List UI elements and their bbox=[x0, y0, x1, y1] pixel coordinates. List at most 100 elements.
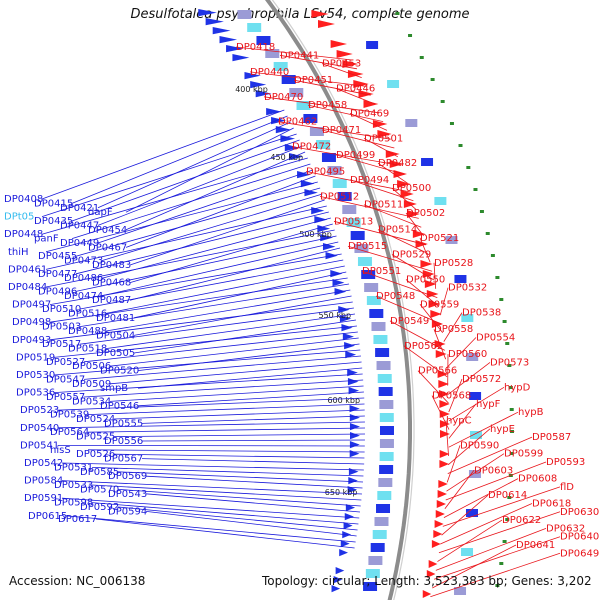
cog-feature-box bbox=[454, 587, 467, 595]
right-leader-line bbox=[433, 536, 561, 580]
right-gene-label: DP0440 bbox=[250, 67, 289, 78]
topology-text: Topology: circular; Length: 3,523,383 bp… bbox=[262, 574, 592, 588]
cog-feature-box bbox=[346, 218, 361, 227]
reverse-strand-gene bbox=[335, 567, 345, 575]
reverse-strand-gene bbox=[198, 9, 217, 17]
cog-feature-box bbox=[237, 10, 252, 19]
left-gene-label: DP0534 bbox=[72, 396, 111, 407]
left-gene-label: DP0455 bbox=[38, 251, 77, 262]
left-leader-line bbox=[53, 325, 357, 358]
left-leader-line bbox=[91, 502, 359, 525]
right-gene-label: DP0462 bbox=[278, 117, 317, 128]
cog-feature-box bbox=[465, 509, 478, 517]
forward-strand-gene bbox=[412, 230, 426, 238]
right-gene-label: DP0446 bbox=[336, 84, 375, 95]
left-gene-label: DP0447 bbox=[60, 220, 99, 231]
left-leader-line bbox=[145, 511, 357, 537]
forward-strand-gene bbox=[393, 170, 408, 178]
left-gene-label: DP0556 bbox=[104, 436, 143, 447]
left-leader-line bbox=[125, 127, 294, 213]
ring-tick bbox=[495, 276, 500, 279]
forward-strand-gene bbox=[440, 430, 450, 438]
left-leader-line bbox=[137, 343, 360, 371]
right-leader-line bbox=[389, 320, 445, 351]
cog-feature-box bbox=[365, 569, 380, 578]
right-gene-label: DP0500 bbox=[392, 183, 431, 194]
left-gene-label: DP0540 bbox=[20, 423, 59, 434]
cog-feature-box bbox=[321, 153, 336, 162]
reverse-strand-gene bbox=[284, 144, 300, 152]
right-gene-label: DP0599 bbox=[504, 449, 543, 460]
right-leader-line bbox=[319, 196, 419, 219]
left-gene-label: DP0435 bbox=[34, 216, 73, 227]
right-gene-label: DP0494 bbox=[350, 175, 389, 186]
forward-strand-gene bbox=[330, 40, 348, 48]
right-leader-line bbox=[263, 96, 380, 114]
left-gene-label: DP0570 bbox=[80, 484, 119, 495]
left-leader-line bbox=[97, 145, 303, 226]
left-leader-line bbox=[49, 253, 342, 305]
left-leader-line bbox=[109, 385, 364, 402]
cog-feature-box bbox=[296, 101, 311, 110]
right-gene-label: DP0550 bbox=[406, 274, 445, 285]
cog-feature-box bbox=[316, 140, 331, 149]
reverse-strand-gene bbox=[331, 585, 341, 593]
forward-strand-gene bbox=[436, 500, 446, 508]
left-leader-line bbox=[57, 397, 365, 411]
left-leader-line bbox=[83, 355, 361, 380]
right-gene-label: DP0603 bbox=[474, 465, 513, 476]
forward-strand-gene bbox=[422, 590, 432, 598]
reverse-strand-gene bbox=[347, 378, 359, 386]
right-gene-label: DP0568 bbox=[432, 391, 471, 402]
right-gene-label: DP0499 bbox=[336, 150, 375, 161]
left-gene-label: DP0564 bbox=[50, 427, 89, 438]
left-gene-label: hisS bbox=[50, 445, 71, 456]
left-leader-line bbox=[117, 506, 358, 531]
left-leader-line bbox=[57, 421, 365, 429]
right-gene-label: DP0618 bbox=[532, 499, 571, 510]
left-gene-label: DP0468 bbox=[92, 278, 131, 289]
right-gene-label: DP0458 bbox=[308, 100, 347, 111]
left-gene-label: DP0526 bbox=[76, 449, 115, 460]
left-gene-label: DP0506 bbox=[72, 361, 111, 372]
reverse-strand-gene bbox=[226, 45, 244, 53]
reverse-strand-gene bbox=[349, 441, 360, 449]
reverse-strand-gene bbox=[348, 477, 358, 485]
left-leader-line bbox=[83, 331, 358, 363]
cog-feature-box bbox=[434, 197, 447, 205]
ring-tick bbox=[408, 34, 413, 37]
right-leader-line bbox=[438, 511, 561, 554]
cog-feature-box bbox=[373, 335, 388, 344]
left-leader-line bbox=[87, 449, 365, 453]
cog-feature-box bbox=[378, 478, 393, 487]
cog-feature-box bbox=[247, 23, 262, 32]
left-gene-label: DP0415 bbox=[34, 198, 73, 209]
right-gene-label: DP0470 bbox=[264, 92, 303, 103]
cog-feature-box bbox=[309, 127, 324, 136]
right-leader-line bbox=[419, 237, 431, 263]
left-leader-line bbox=[125, 151, 306, 231]
reverse-strand-gene bbox=[212, 27, 231, 35]
right-leader-line bbox=[430, 552, 561, 598]
left-leader-line bbox=[137, 391, 364, 407]
left-gene-label: DP0474 bbox=[64, 291, 103, 302]
left-leader-line bbox=[41, 157, 308, 235]
left-gene-label: DP0505 bbox=[96, 348, 135, 359]
cog-feature-box bbox=[371, 322, 386, 331]
cog-feature-box bbox=[461, 314, 474, 322]
forward-strand-gene bbox=[433, 530, 443, 538]
reverse-strand-gene bbox=[297, 171, 311, 179]
cog-feature-box bbox=[421, 158, 434, 166]
figure-title: Desulfotalea psychrophila LSv54, complet… bbox=[130, 7, 470, 22]
left-leader-line bbox=[75, 235, 337, 292]
right-gene-label: DP0513 bbox=[334, 216, 373, 227]
right-leader-line bbox=[377, 162, 408, 184]
left-leader-line bbox=[49, 301, 353, 341]
cog-feature-box bbox=[357, 257, 372, 266]
cog-feature-box bbox=[377, 374, 392, 383]
right-gene-label: DP0482 bbox=[378, 158, 417, 169]
left-gene-label: DP0497 bbox=[12, 300, 51, 311]
left-gene-label: DP0547 bbox=[46, 374, 85, 385]
left-leader-line bbox=[65, 515, 356, 543]
forward-strand-gene bbox=[377, 130, 392, 138]
